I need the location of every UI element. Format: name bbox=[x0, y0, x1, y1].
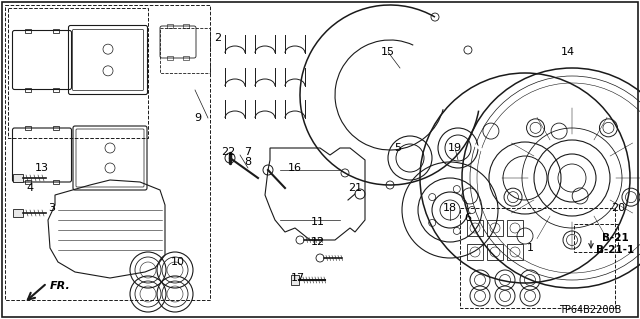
Bar bbox=[13, 209, 23, 217]
Bar bbox=[25, 87, 31, 92]
Text: 1: 1 bbox=[527, 243, 534, 253]
Bar bbox=[507, 244, 523, 260]
Bar bbox=[52, 87, 59, 92]
Text: 2: 2 bbox=[214, 33, 221, 43]
Bar bbox=[487, 244, 503, 260]
Text: 12: 12 bbox=[311, 237, 325, 247]
Text: 16: 16 bbox=[288, 163, 302, 173]
Bar bbox=[574, 224, 618, 252]
Bar bbox=[13, 174, 23, 182]
Text: 4: 4 bbox=[26, 183, 33, 193]
Text: 11: 11 bbox=[311, 217, 325, 227]
Bar bbox=[52, 28, 59, 33]
Bar bbox=[167, 56, 173, 60]
Bar bbox=[5, 5, 210, 300]
Text: 14: 14 bbox=[561, 47, 575, 57]
Text: FR.: FR. bbox=[50, 281, 71, 291]
Bar bbox=[8, 8, 148, 138]
Text: 19: 19 bbox=[448, 143, 462, 153]
Text: B-21-1: B-21-1 bbox=[596, 245, 634, 255]
Bar bbox=[25, 126, 31, 130]
Bar bbox=[52, 126, 59, 130]
Bar bbox=[25, 180, 31, 184]
Text: 13: 13 bbox=[35, 163, 49, 173]
Text: TP64B2200B: TP64B2200B bbox=[559, 305, 621, 315]
Text: B-21: B-21 bbox=[602, 233, 628, 243]
Text: 8: 8 bbox=[244, 157, 252, 167]
Text: 9: 9 bbox=[195, 113, 202, 123]
Text: 21: 21 bbox=[348, 183, 362, 193]
Text: 7: 7 bbox=[244, 147, 252, 157]
Bar bbox=[25, 28, 31, 33]
Bar bbox=[167, 24, 173, 28]
Text: 3: 3 bbox=[49, 203, 56, 213]
Text: 17: 17 bbox=[291, 273, 305, 283]
Bar bbox=[183, 24, 189, 28]
Text: 18: 18 bbox=[443, 203, 457, 213]
Bar bbox=[52, 180, 59, 184]
Text: 10: 10 bbox=[171, 257, 185, 267]
Text: 22: 22 bbox=[221, 147, 235, 157]
Bar bbox=[160, 28, 210, 73]
Bar bbox=[507, 220, 523, 236]
Bar bbox=[183, 56, 189, 60]
Text: 20: 20 bbox=[611, 203, 625, 213]
Text: 6: 6 bbox=[465, 213, 472, 223]
Bar bbox=[487, 220, 503, 236]
Bar bbox=[291, 275, 299, 285]
Text: 5: 5 bbox=[394, 143, 401, 153]
Text: 15: 15 bbox=[381, 47, 395, 57]
Bar bbox=[460, 208, 615, 308]
Bar bbox=[467, 244, 483, 260]
Bar bbox=[467, 220, 483, 236]
